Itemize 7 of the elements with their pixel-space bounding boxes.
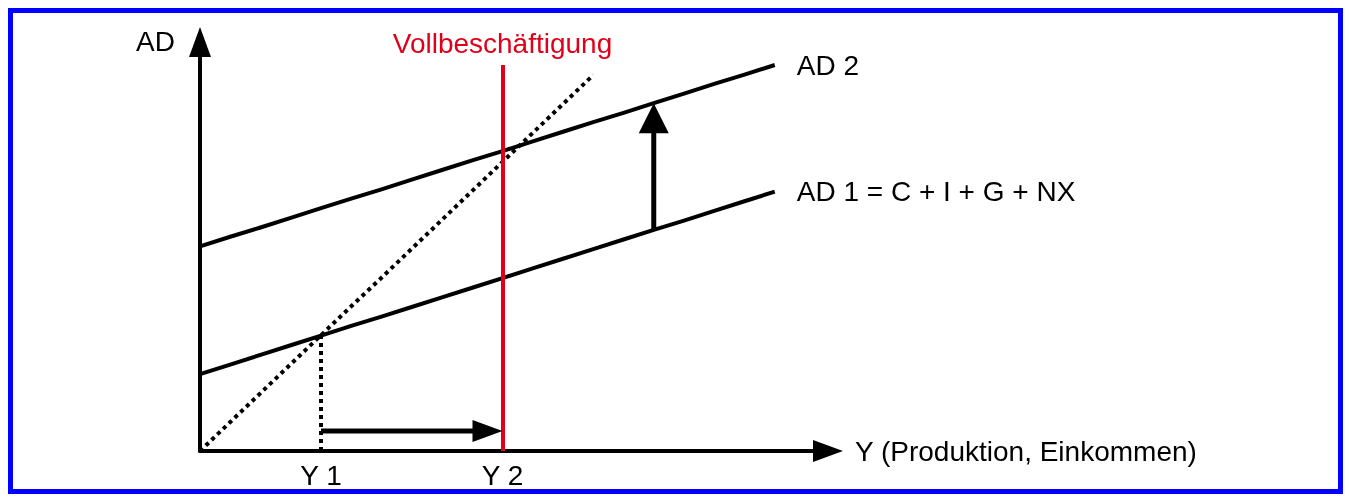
x-axis-title: Y (Produktion, Einkommen) [855, 435, 1197, 467]
series-label: AD 1 = C + I + G + NX [796, 176, 1076, 208]
x-tick-label: Y 2 [481, 459, 524, 491]
y-axis-title: AD [136, 25, 175, 57]
series-label: AD 2 [796, 49, 859, 81]
ref-line-label: Vollbeschäftigung [392, 27, 613, 59]
x-tick-label: Y 1 [300, 459, 342, 491]
